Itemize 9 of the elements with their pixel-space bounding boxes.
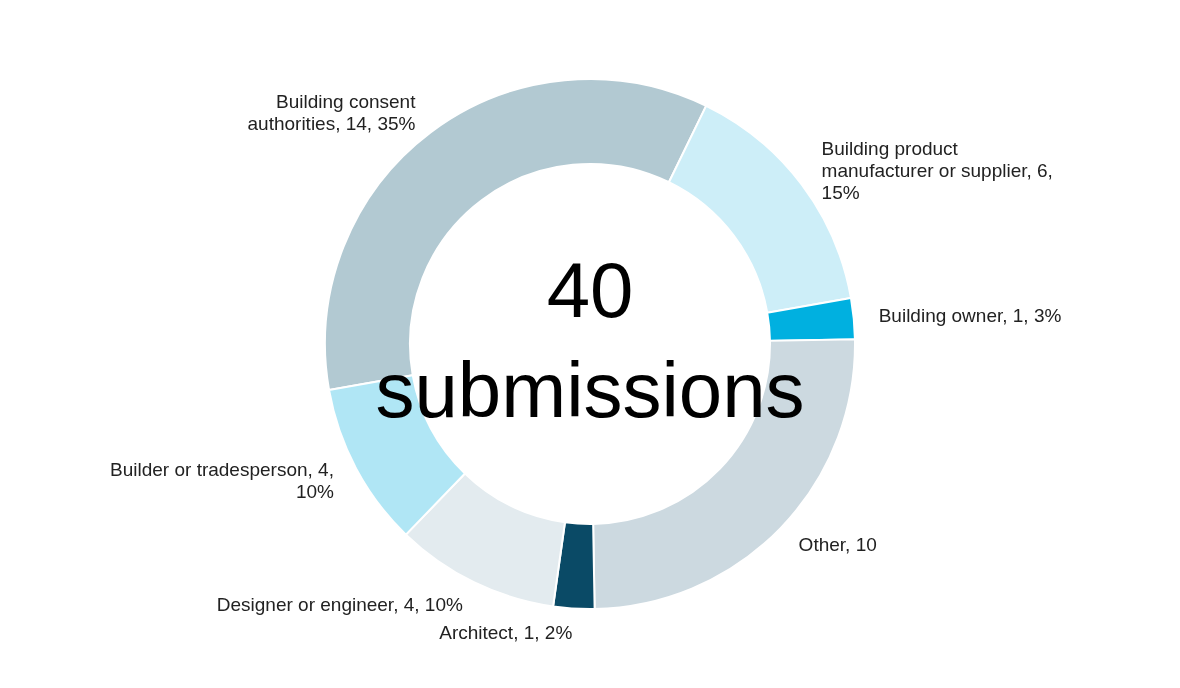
slice-label: Building consent authorities, 14, 35% — [247, 91, 417, 135]
slice-label: Building product manufacturer or supplier, 6, 15% — [821, 138, 1053, 204]
slice-label: Builder or tradesperson, 4, 10% — [110, 459, 335, 503]
slice-label: Architect, 1, 2% — [439, 622, 573, 644]
slice-label: Designer or engineer, 4, 10% — [216, 593, 463, 615]
text: 40 — [546, 246, 634, 334]
slice-label: Other, 10 — [798, 534, 877, 556]
text: submissions — [375, 346, 805, 434]
slice-label: Building owner, 1, 3% — [878, 305, 1062, 327]
